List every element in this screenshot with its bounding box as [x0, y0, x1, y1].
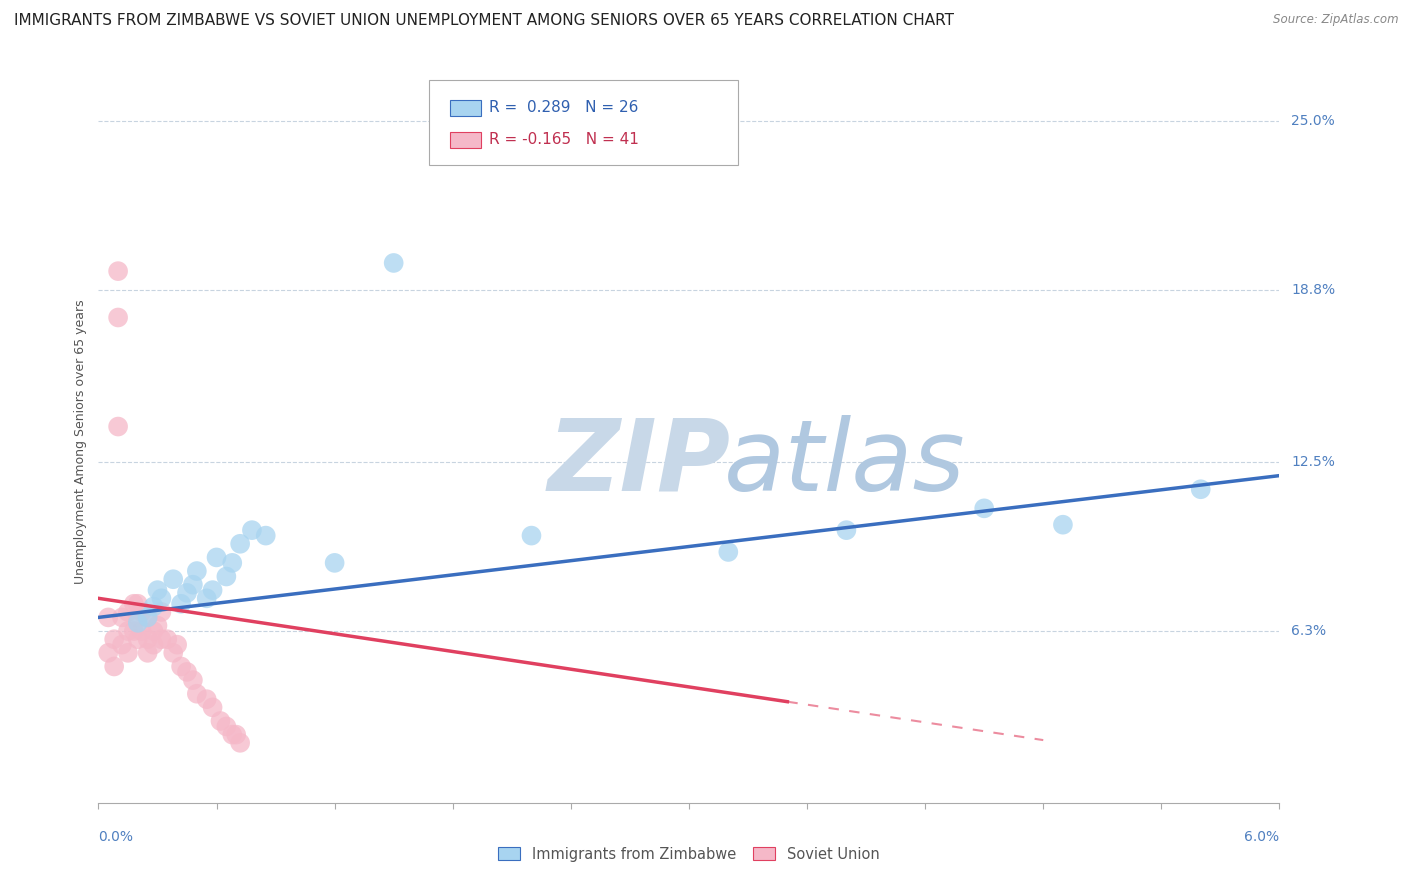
Point	[111, 610, 134, 624]
Text: Source: ZipAtlas.com: Source: ZipAtlas.com	[1274, 13, 1399, 27]
Point	[973, 501, 995, 516]
Text: 6.3%: 6.3%	[1291, 624, 1326, 638]
Point	[195, 591, 218, 606]
Point	[229, 736, 252, 750]
Point	[117, 624, 139, 638]
Point	[181, 673, 204, 687]
Point	[142, 599, 165, 614]
Point	[1052, 517, 1074, 532]
Point	[136, 632, 159, 647]
Point	[209, 714, 232, 728]
Point	[142, 638, 165, 652]
Point	[201, 583, 224, 598]
Point	[117, 646, 139, 660]
Point	[136, 646, 159, 660]
Point	[215, 569, 238, 583]
Text: ZIP: ZIP	[547, 415, 730, 512]
Text: 6.0%: 6.0%	[1244, 830, 1279, 844]
Point	[162, 646, 184, 660]
Point	[146, 583, 169, 598]
Point	[225, 728, 247, 742]
Point	[195, 692, 218, 706]
Point	[97, 646, 120, 660]
Point	[717, 545, 740, 559]
Text: 0.0%: 0.0%	[98, 830, 134, 844]
Point	[111, 638, 134, 652]
Point	[150, 591, 173, 606]
Point	[117, 605, 139, 619]
Text: atlas: atlas	[724, 415, 966, 512]
Point	[205, 550, 228, 565]
Point	[122, 624, 145, 638]
Point	[186, 564, 208, 578]
Point	[240, 523, 263, 537]
Point	[229, 537, 252, 551]
Point	[122, 597, 145, 611]
Point	[107, 419, 129, 434]
Point	[201, 700, 224, 714]
Point	[186, 687, 208, 701]
Text: R =  0.289   N = 26: R = 0.289 N = 26	[489, 100, 638, 115]
Point	[107, 310, 129, 325]
Point	[146, 618, 169, 632]
Point	[142, 624, 165, 638]
Point	[1189, 482, 1212, 496]
Point	[103, 659, 125, 673]
Point	[170, 659, 193, 673]
Point	[127, 597, 149, 611]
Point	[131, 605, 153, 619]
Point	[166, 638, 188, 652]
Point	[150, 632, 173, 647]
Point	[97, 610, 120, 624]
Text: R = -0.165   N = 41: R = -0.165 N = 41	[489, 132, 640, 147]
Point	[127, 610, 149, 624]
Point	[156, 632, 179, 647]
Point	[323, 556, 346, 570]
Point	[170, 597, 193, 611]
Point	[127, 632, 149, 647]
Point	[162, 572, 184, 586]
Point	[127, 615, 149, 630]
Text: IMMIGRANTS FROM ZIMBABWE VS SOVIET UNION UNEMPLOYMENT AMONG SENIORS OVER 65 YEAR: IMMIGRANTS FROM ZIMBABWE VS SOVIET UNION…	[14, 13, 955, 29]
Text: 12.5%: 12.5%	[1291, 455, 1336, 469]
Point	[176, 665, 198, 679]
Legend: Immigrants from Zimbabwe, Soviet Union: Immigrants from Zimbabwe, Soviet Union	[492, 841, 886, 868]
Point	[254, 528, 277, 542]
Point	[176, 586, 198, 600]
Point	[150, 605, 173, 619]
Text: 18.8%: 18.8%	[1291, 284, 1336, 297]
Point	[835, 523, 858, 537]
Point	[136, 610, 159, 624]
Point	[520, 528, 543, 542]
Point	[221, 556, 243, 570]
Point	[181, 577, 204, 591]
Point	[221, 728, 243, 742]
Point	[103, 632, 125, 647]
Text: 25.0%: 25.0%	[1291, 114, 1336, 128]
Point	[107, 264, 129, 278]
Y-axis label: Unemployment Among Seniors over 65 years: Unemployment Among Seniors over 65 years	[75, 299, 87, 584]
Point	[382, 256, 405, 270]
Point	[215, 719, 238, 733]
Point	[136, 610, 159, 624]
Point	[131, 624, 153, 638]
